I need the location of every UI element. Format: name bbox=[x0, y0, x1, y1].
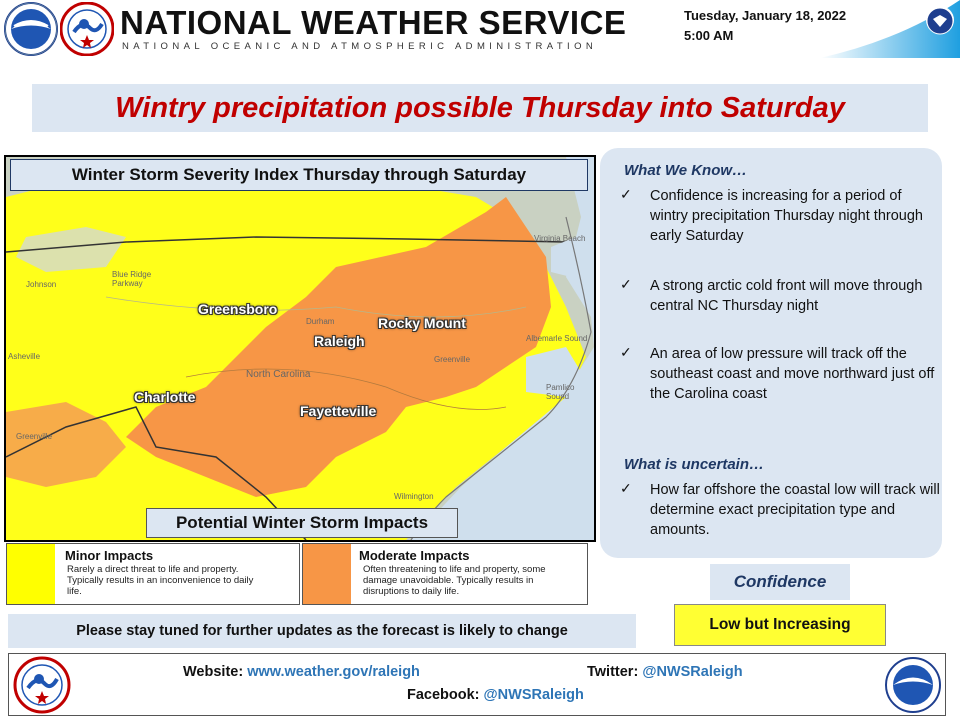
map-title: Winter Storm Severity Index Thursday thr… bbox=[10, 159, 588, 191]
map-label-asheville: Asheville bbox=[8, 352, 41, 361]
legend-moderate-text: Often threatening to life and property, … bbox=[363, 564, 546, 597]
city-greensboro: Greensboro bbox=[198, 301, 278, 317]
map-label-johnson: Johnson bbox=[26, 280, 57, 289]
impacts-title: Potential Winter Storm Impacts bbox=[146, 508, 458, 538]
map-label-greenville-nc: Greenville bbox=[434, 355, 471, 364]
nws-logo-icon bbox=[59, 1, 115, 57]
legend-moderate-heading: Moderate Impacts bbox=[359, 548, 470, 563]
legend-minor-text: Rarely a direct threat to life and prope… bbox=[67, 564, 254, 597]
legend-moderate: Moderate Impacts Often threatening to li… bbox=[302, 543, 588, 605]
city-fayetteville: Fayetteville bbox=[300, 403, 377, 419]
uncertain-heading: What is uncertain… bbox=[624, 456, 765, 473]
checkmark-icon: ✓ bbox=[620, 480, 632, 496]
confidence-label-box: Confidence bbox=[710, 564, 850, 600]
confidence-value: Low but Increasing bbox=[709, 616, 851, 633]
map-label-virginia-beach: Virginia Beach bbox=[534, 234, 586, 243]
date-text: Tuesday, January 18, 2022 bbox=[684, 8, 847, 23]
map-label-pamlico: Pamlico Sound bbox=[546, 383, 575, 401]
confidence-label: Confidence bbox=[733, 572, 827, 591]
headline-banner: Wintry precipitation possible Thursday i… bbox=[32, 84, 928, 132]
know-item-text: An area of low pressure will track off t… bbox=[650, 346, 935, 402]
facebook-label: Facebook: bbox=[407, 687, 480, 703]
map-label-blue-ridge: Blue Ridge Parkway bbox=[112, 270, 152, 288]
twitter-link[interactable]: @NWSRaleigh bbox=[642, 664, 743, 680]
checkmark-icon: ✓ bbox=[620, 344, 632, 360]
website-label: Website: bbox=[183, 664, 244, 680]
severity-map: Virginia Beach Blue Ridge Parkway Johnso… bbox=[4, 155, 596, 542]
map-label-north-carolina: North Carolina bbox=[246, 369, 311, 380]
legend-minor: Minor Impacts Rarely a direct threat to … bbox=[6, 543, 300, 605]
legend-minor-heading: Minor Impacts bbox=[65, 548, 154, 563]
website-line: Website: www.weather.gov/raleigh bbox=[183, 664, 420, 680]
map-label-durham: Durham bbox=[306, 317, 335, 326]
noaa-logo-icon bbox=[4, 2, 58, 56]
what-we-know-panel: What We Know… ✓ Confidence is increasing… bbox=[600, 148, 942, 558]
uncertain-item-text: How far offshore the coastal low will tr… bbox=[650, 482, 940, 538]
header: NATIONAL WEATHER SERVICE NATIONAL OCEANI… bbox=[0, 0, 960, 58]
website-link[interactable]: www.weather.gov/raleigh bbox=[247, 664, 420, 680]
checkmark-icon: ✓ bbox=[620, 276, 632, 292]
map-label-greenville-sc: Greenville bbox=[16, 432, 53, 441]
confidence-value-box: Low but Increasing bbox=[674, 604, 886, 646]
city-rocky-mount: Rocky Mount bbox=[378, 315, 466, 331]
city-raleigh: Raleigh bbox=[314, 333, 365, 349]
time-text: 5:00 AM bbox=[684, 28, 734, 43]
notice-text: Please stay tuned for further updates as… bbox=[76, 623, 568, 639]
checkmark-icon: ✓ bbox=[620, 186, 632, 202]
twitter-line: Twitter: @NWSRaleigh bbox=[587, 664, 743, 680]
noaa-logo-icon bbox=[885, 657, 941, 713]
legend-minor-swatch bbox=[7, 544, 55, 604]
twitter-label: Twitter: bbox=[587, 664, 639, 680]
know-item-text: Confidence is increasing for a period of… bbox=[650, 188, 923, 244]
know-heading: What We Know… bbox=[624, 162, 748, 179]
agency-subtitle: NATIONAL OCEANIC AND ATMOSPHERIC ADMINIS… bbox=[122, 41, 598, 52]
map-label-wilmington: Wilmington bbox=[394, 492, 434, 501]
severity-map-graphic bbox=[6, 157, 594, 540]
know-item-text: A strong arctic cold front will move thr… bbox=[650, 278, 923, 314]
headline-text: Wintry precipitation possible Thursday i… bbox=[115, 92, 845, 124]
facebook-link[interactable]: @NWSRaleigh bbox=[483, 687, 584, 703]
agency-title: NATIONAL WEATHER SERVICE bbox=[120, 4, 627, 41]
map-label-albemarle: Albemarle Sound bbox=[526, 334, 588, 343]
facebook-line: Facebook: @NWSRaleigh bbox=[407, 687, 584, 703]
legend-moderate-swatch bbox=[303, 544, 351, 604]
notice-banner: Please stay tuned for further updates as… bbox=[8, 614, 636, 648]
nws-logo-icon bbox=[13, 656, 71, 714]
footer: Website: www.weather.gov/raleigh Twitter… bbox=[8, 653, 946, 716]
dept-commerce-seal-icon bbox=[926, 7, 954, 35]
city-charlotte: Charlotte bbox=[134, 389, 196, 405]
